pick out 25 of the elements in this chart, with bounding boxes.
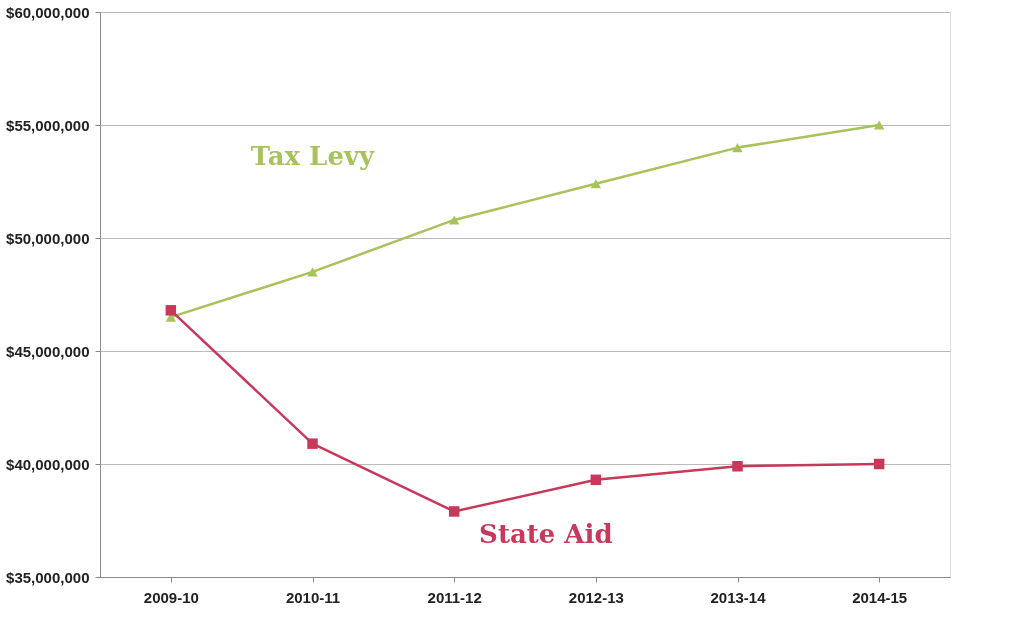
y-tick-label: $40,000,000 <box>6 455 90 473</box>
x-tick-label: 2011-12 <box>427 588 482 606</box>
point <box>165 305 177 316</box>
x-tick-label: 2014-15 <box>852 588 908 606</box>
point <box>732 143 743 153</box>
point <box>873 458 885 470</box>
point <box>448 506 460 517</box>
point <box>732 461 743 472</box>
y-tick-label: $50,000,000 <box>6 229 90 247</box>
text: Tax Levy <box>250 140 376 171</box>
y-tick-label: $60,000,000 <box>6 3 90 21</box>
point <box>590 474 602 486</box>
y-tick-label: $35,000,000 <box>6 568 90 586</box>
point <box>590 179 602 189</box>
x-tick-label: 2009-10 <box>143 588 199 606</box>
point <box>873 120 885 130</box>
x-tick-label: 2013-14 <box>710 588 767 606</box>
point <box>307 438 318 449</box>
y-tick-label: $55,000,000 <box>6 116 90 134</box>
x-tick-label: 2012-13 <box>568 588 624 606</box>
point <box>448 215 460 225</box>
point <box>307 267 318 277</box>
series-label: State Aid <box>479 518 613 549</box>
x-tick-label: 2010-11 <box>285 588 341 606</box>
y-tick-label: $45,000,000 <box>6 342 90 360</box>
